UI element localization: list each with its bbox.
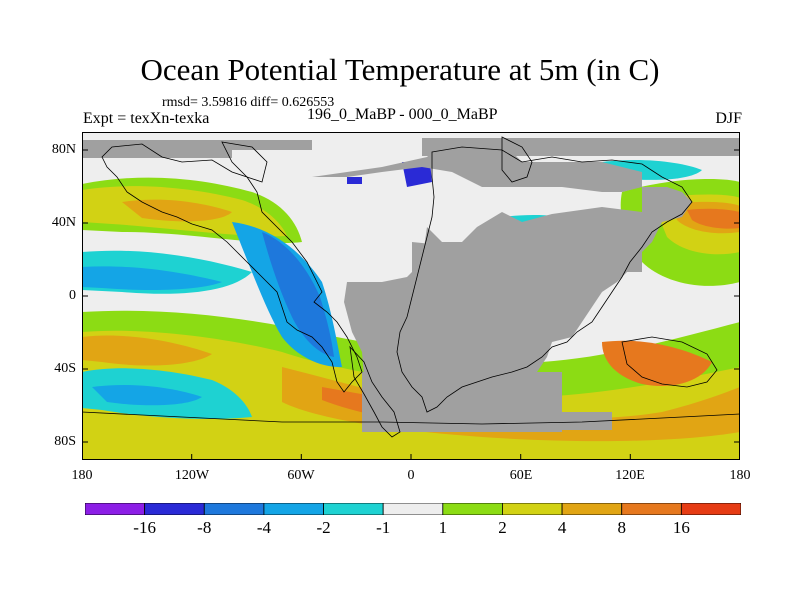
colorbar-swatch [502,503,563,515]
lat-label: 80N [51,142,76,157]
lat-label: 40N [51,215,76,230]
lon-label: 60E [509,468,533,483]
anomaly-region [82,266,222,290]
lat-label: 0 [69,288,76,303]
map-plot [82,132,740,460]
lon-label: 60W [287,468,315,483]
anomaly-region [687,208,740,229]
colorbar-swatch [144,503,205,515]
anomaly-region [602,340,712,386]
anomaly-region [122,199,232,222]
colorbar-label: 4 [557,518,567,537]
anomaly-region [262,232,334,357]
colorbar-label: -16 [133,518,156,537]
colorbar-label: -1 [376,518,391,537]
colorbar-swatch [621,503,682,515]
colorbar-label: 1 [438,518,448,537]
season-label: DJF [715,110,742,127]
map-title: Ocean Potential Temperature at 5m (in C) [140,52,660,87]
colorbar-swatch [680,503,741,515]
lon-label: 120W [174,468,210,483]
colorbar [85,503,741,515]
lon-label: 180 [729,468,751,483]
colorbar-swatch [203,503,265,515]
colorbar-swatch [382,503,444,515]
colorbar-swatch [323,503,384,515]
axis-ticks [82,149,740,460]
coastline-outline [82,136,740,438]
experiment-names-label: 196_0_MaBP - 000_0_MaBP [307,106,498,123]
lon-label: 120E [615,468,645,483]
experiment-label: Expt = texXn-texka [83,110,210,127]
lat-label: 80S [54,434,76,449]
lon-label: 0 [407,468,415,483]
colorbar-swatch [85,503,146,515]
lon-label: 180 [71,468,93,483]
colorbar-label: 2 [498,518,507,537]
colorbar-label: -4 [256,518,271,537]
colorbar-swatch [442,503,503,515]
colorbar-swatch [561,503,623,515]
colorbar-label: 8 [617,518,626,537]
colorbar-label: -8 [197,518,212,537]
anomaly-region [92,385,202,406]
stats-label: rmsd= 3.59816 diff= 0.626553 [162,95,335,110]
colorbar-swatch [263,503,324,515]
anomaly-region [82,335,212,366]
colorbar-label: -2 [316,518,331,537]
lat-label: 40S [54,361,76,376]
colorbar-label: 16 [672,518,690,537]
anomaly-region [347,177,362,184]
